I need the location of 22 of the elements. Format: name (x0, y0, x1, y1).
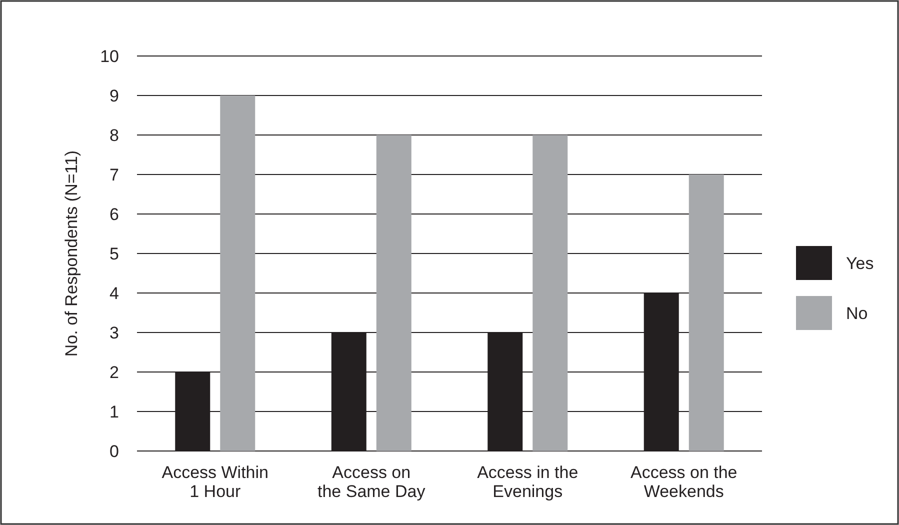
y-tick-label: 5 (110, 244, 119, 264)
y-tick-label: 1 (110, 402, 119, 422)
y-tick-label: 8 (110, 126, 119, 145)
x-tick-label: Access on the Same Day (318, 463, 426, 501)
y-tick-label: 7 (110, 165, 119, 184)
legend-label: Yes (846, 254, 874, 273)
y-tick-label: 2 (110, 362, 119, 382)
x-tick-label: Access Within 1 Hour (162, 463, 268, 501)
y-tick-label: 6 (110, 204, 119, 224)
legend-label: No (846, 304, 868, 323)
bar (688, 174, 724, 451)
y-tick-label: 4 (110, 284, 119, 303)
y-tick-label: 3 (110, 323, 119, 342)
y-tick-label: 10 (100, 46, 119, 66)
x-tick-label: Access on the Weekends (630, 463, 738, 501)
x-tick-label: Access in the Evenings (477, 463, 578, 501)
y-axis-title: No. of Respondents (N=11) (62, 150, 81, 357)
bar (220, 96, 256, 451)
y-tick-label: 0 (110, 442, 119, 461)
y-tick-label: 9 (110, 86, 119, 106)
bar (376, 135, 412, 451)
bar (532, 135, 568, 451)
